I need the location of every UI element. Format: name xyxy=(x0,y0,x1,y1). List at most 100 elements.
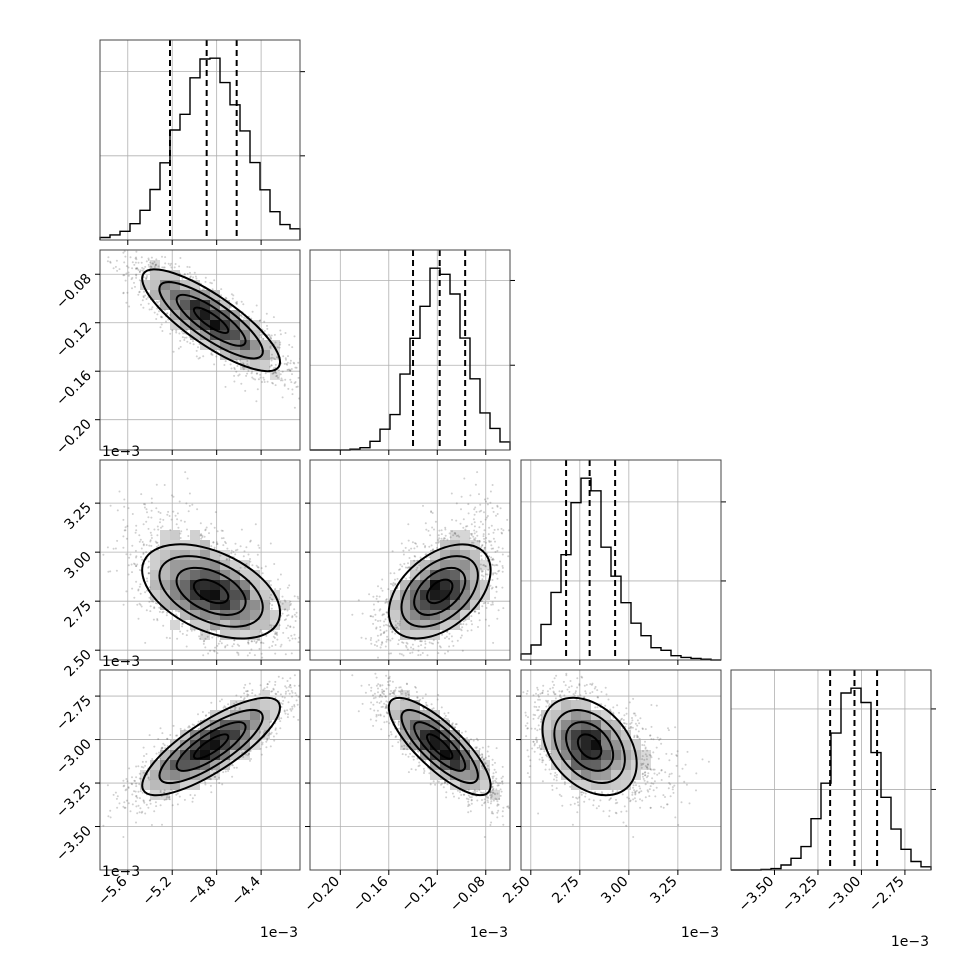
sample-point xyxy=(453,532,456,535)
sample-point xyxy=(267,333,270,336)
sample-point xyxy=(370,637,373,639)
sample-point xyxy=(135,765,138,768)
sample-point xyxy=(291,388,294,391)
density-cell xyxy=(150,590,160,600)
density-cell xyxy=(430,550,440,560)
sample-point xyxy=(632,712,635,715)
panel-frame xyxy=(520,459,722,661)
sample-point xyxy=(222,771,225,774)
panel-frame xyxy=(309,249,511,451)
density-cell xyxy=(160,570,170,580)
sample-point xyxy=(275,632,278,635)
sample-point xyxy=(413,555,416,557)
sample-point xyxy=(176,734,179,737)
sample-point xyxy=(437,539,440,541)
sample-point xyxy=(501,566,504,569)
density-cell xyxy=(260,690,270,700)
sample-point xyxy=(155,805,158,808)
density-cell xyxy=(160,270,170,280)
sample-point xyxy=(491,777,494,780)
sample-point xyxy=(660,769,663,771)
sample-point xyxy=(295,694,298,697)
sample-point xyxy=(386,680,389,683)
sample-point xyxy=(307,384,309,386)
density-cell xyxy=(470,600,480,610)
density-cell xyxy=(150,760,160,770)
density-cell xyxy=(480,580,490,590)
sample-point xyxy=(293,674,296,677)
sample-point xyxy=(235,694,238,697)
sample-point xyxy=(240,382,243,385)
sample-point xyxy=(127,786,130,789)
density-cell xyxy=(170,280,180,290)
density-cell xyxy=(210,600,220,610)
sample-point xyxy=(507,806,510,809)
sample-point xyxy=(279,588,282,590)
panel-frame xyxy=(309,669,511,871)
sample-point xyxy=(401,690,404,693)
sample-point xyxy=(259,731,261,734)
density-cell xyxy=(430,580,440,590)
sample-point xyxy=(239,566,242,569)
sample-point xyxy=(381,641,384,644)
density-cell xyxy=(571,710,581,720)
sample-point xyxy=(237,653,240,656)
sample-point xyxy=(552,691,555,694)
sample-point xyxy=(514,789,516,791)
sample-point xyxy=(249,539,252,542)
density-cell xyxy=(440,590,450,600)
sample-point xyxy=(485,516,488,519)
sample-point xyxy=(155,541,158,544)
sample-point xyxy=(184,471,187,474)
sample-point xyxy=(188,266,191,269)
density-cell xyxy=(150,280,160,290)
sample-point xyxy=(150,516,153,519)
sample-point xyxy=(254,378,257,381)
sample-point xyxy=(436,698,439,701)
sample-point xyxy=(156,525,159,528)
sample-point xyxy=(496,784,499,787)
contour-level-1 xyxy=(192,306,230,335)
sample-point xyxy=(379,619,382,622)
sample-point xyxy=(282,631,285,634)
sample-point xyxy=(463,793,466,796)
density-cell xyxy=(430,720,440,730)
sample-point xyxy=(284,378,287,381)
sample-point xyxy=(269,721,272,724)
sample-point xyxy=(375,627,378,630)
sample-point xyxy=(443,712,446,715)
sample-point xyxy=(650,738,653,740)
sample-point xyxy=(616,704,619,707)
sample-point xyxy=(653,780,656,783)
sample-point xyxy=(596,706,599,709)
sample-point xyxy=(391,680,394,683)
sample-point xyxy=(434,520,437,523)
histogram-1 xyxy=(99,57,301,240)
sample-point xyxy=(502,607,505,610)
sample-point xyxy=(116,795,119,798)
x-tick-label: 2.75 xyxy=(549,874,582,907)
sample-point xyxy=(140,605,143,608)
sample-point xyxy=(210,791,213,794)
sample-point xyxy=(179,537,182,539)
sample-point xyxy=(597,696,599,699)
sample-point xyxy=(213,650,216,653)
sample-point xyxy=(124,789,127,792)
sample-point xyxy=(375,713,378,716)
panel-background xyxy=(521,460,721,660)
sample-point xyxy=(211,288,214,291)
sample-point xyxy=(539,753,542,756)
sample-point xyxy=(409,752,412,755)
sample-point xyxy=(641,763,644,766)
sample-point xyxy=(433,528,435,531)
sample-point xyxy=(402,654,405,657)
sample-point xyxy=(440,706,443,709)
sample-point xyxy=(539,720,542,723)
sample-point xyxy=(116,539,119,542)
sample-point xyxy=(392,691,395,694)
sample-point xyxy=(536,686,539,689)
density-cell xyxy=(440,770,450,780)
sample-point xyxy=(142,766,145,769)
sample-point xyxy=(377,714,380,717)
scatter-panel-4-2 xyxy=(305,669,516,875)
